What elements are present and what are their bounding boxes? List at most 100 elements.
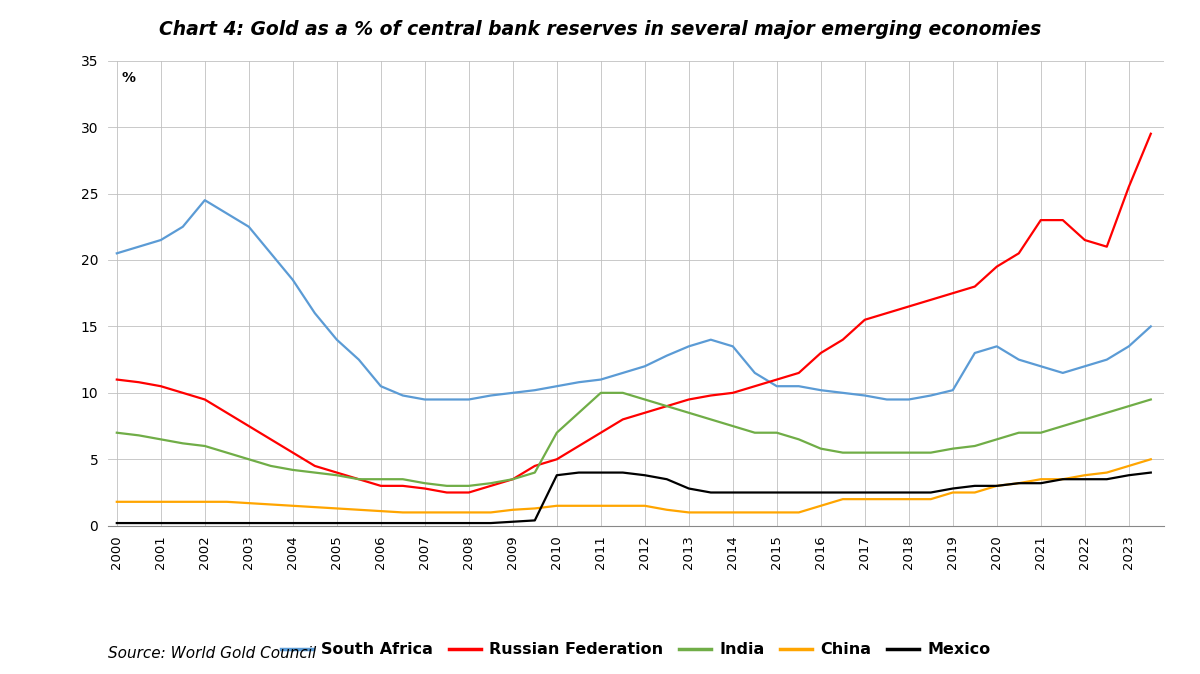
India xyxy=(109,429,124,437)
China xyxy=(528,504,542,512)
Russian Federation xyxy=(418,485,432,493)
South Africa xyxy=(132,243,146,251)
South Africa xyxy=(484,392,498,400)
Mexico xyxy=(835,489,850,497)
China xyxy=(286,501,300,510)
Mexico xyxy=(286,519,300,527)
Text: Source: World Gold Council: Source: World Gold Council xyxy=(108,646,317,661)
South Africa xyxy=(550,382,564,390)
Mexico xyxy=(858,489,872,497)
Mexico xyxy=(814,489,828,497)
India xyxy=(901,449,916,457)
China xyxy=(418,508,432,516)
Mexico xyxy=(330,519,344,527)
China xyxy=(373,507,388,515)
Russian Federation xyxy=(1078,236,1092,244)
Mexico xyxy=(1012,479,1026,487)
India xyxy=(769,429,784,437)
Russian Federation xyxy=(132,378,146,386)
Mexico xyxy=(484,519,498,527)
India xyxy=(439,482,454,490)
South Africa xyxy=(330,336,344,344)
Mexico xyxy=(439,519,454,527)
India xyxy=(594,389,608,397)
Mexico xyxy=(198,519,212,527)
China xyxy=(1056,475,1070,483)
India xyxy=(1099,408,1114,417)
Russian Federation xyxy=(462,489,476,497)
China xyxy=(924,495,938,503)
South Africa xyxy=(571,378,586,386)
China xyxy=(132,498,146,506)
India xyxy=(154,435,168,443)
South Africa xyxy=(241,222,256,231)
Russian Federation xyxy=(396,482,410,490)
China xyxy=(858,495,872,503)
China xyxy=(175,498,190,506)
India xyxy=(528,468,542,477)
South Africa xyxy=(616,369,630,377)
Line: China: China xyxy=(116,459,1151,512)
India xyxy=(484,479,498,487)
India xyxy=(352,475,366,483)
China xyxy=(990,482,1004,490)
South Africa xyxy=(967,349,982,357)
Russian Federation xyxy=(901,303,916,311)
India xyxy=(792,435,806,443)
Russian Federation xyxy=(726,389,740,397)
South Africa xyxy=(396,392,410,400)
India xyxy=(330,471,344,479)
Mexico xyxy=(396,519,410,527)
Russian Federation xyxy=(484,482,498,490)
China xyxy=(1078,471,1092,479)
Mexico xyxy=(880,489,894,497)
China xyxy=(637,501,652,510)
Russian Federation xyxy=(792,369,806,377)
South Africa xyxy=(660,352,674,360)
Russian Federation xyxy=(880,309,894,317)
South Africa xyxy=(858,392,872,400)
Line: South Africa: South Africa xyxy=(116,200,1151,400)
Russian Federation xyxy=(660,402,674,410)
South Africa xyxy=(1122,342,1136,350)
India xyxy=(1012,429,1026,437)
South Africa xyxy=(373,382,388,390)
South Africa xyxy=(792,382,806,390)
South Africa xyxy=(924,392,938,400)
South Africa xyxy=(880,396,894,404)
South Africa xyxy=(505,389,520,397)
South Africa xyxy=(528,386,542,394)
Russian Federation xyxy=(528,462,542,470)
China xyxy=(1144,455,1158,463)
India xyxy=(571,408,586,417)
China xyxy=(901,495,916,503)
Mexico xyxy=(109,519,124,527)
Russian Federation xyxy=(835,336,850,344)
Mexico xyxy=(637,471,652,479)
China xyxy=(396,508,410,516)
Mexico xyxy=(175,519,190,527)
Russian Federation xyxy=(594,429,608,437)
Russian Federation xyxy=(264,435,278,443)
South Africa xyxy=(307,309,322,317)
Russian Federation xyxy=(352,475,366,483)
Russian Federation xyxy=(637,408,652,417)
Russian Federation xyxy=(1144,129,1158,137)
India xyxy=(1033,429,1048,437)
Russian Federation xyxy=(241,422,256,430)
Mexico xyxy=(616,468,630,477)
Russian Federation xyxy=(967,282,982,290)
Russian Federation xyxy=(330,468,344,477)
South Africa xyxy=(814,386,828,394)
Mexico xyxy=(528,516,542,524)
Russian Federation xyxy=(1033,216,1048,224)
South Africa xyxy=(835,389,850,397)
China xyxy=(769,508,784,516)
Russian Federation xyxy=(924,296,938,304)
Russian Federation xyxy=(307,462,322,470)
Mexico xyxy=(1122,471,1136,479)
China xyxy=(241,499,256,507)
South Africa xyxy=(594,375,608,384)
India xyxy=(990,435,1004,443)
South Africa xyxy=(1144,322,1158,330)
